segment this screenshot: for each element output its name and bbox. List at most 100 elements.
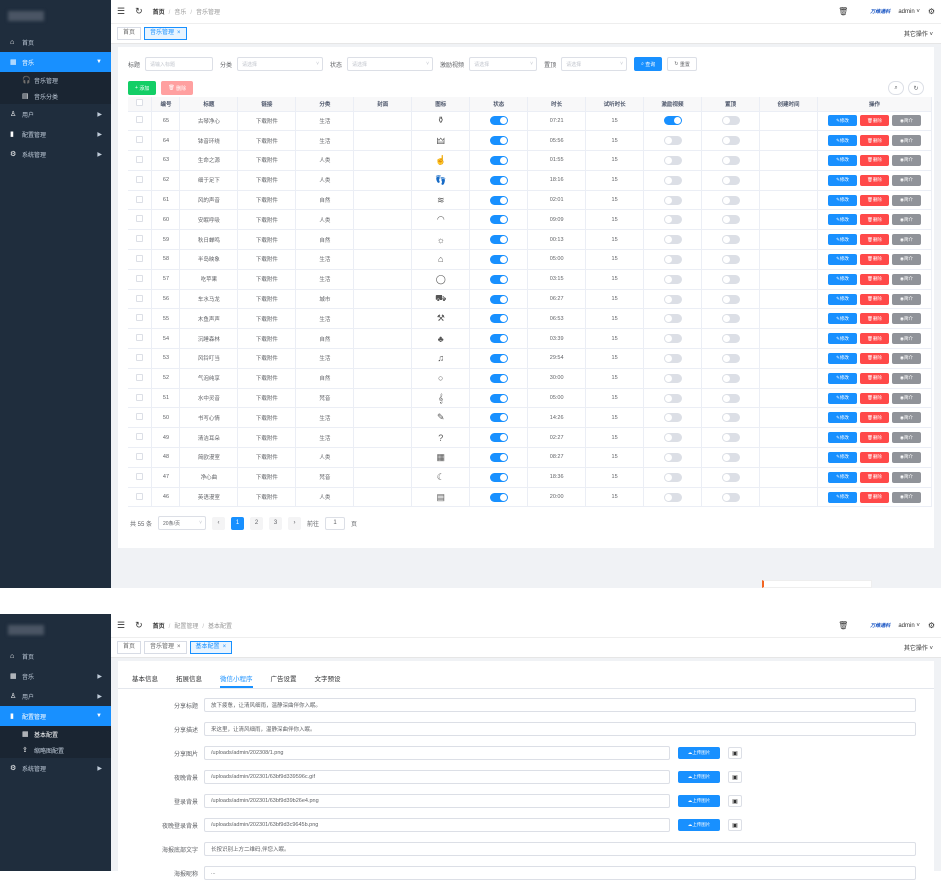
row-checkbox[interactable]	[136, 433, 144, 441]
cell-link[interactable]: 下载附件	[237, 328, 297, 350]
checkbox[interactable]	[136, 99, 144, 107]
status-toggle[interactable]	[489, 393, 508, 403]
status-toggle[interactable]	[489, 215, 508, 225]
config-tab[interactable]: 广告设置	[270, 676, 297, 683]
row-checkbox[interactable]	[136, 334, 144, 342]
cell-link[interactable]: 下载附件	[237, 407, 297, 429]
cell-link[interactable]: 下载附件	[237, 388, 297, 409]
edit-button[interactable]: ✎ 修改	[827, 135, 857, 147]
cell-link[interactable]: 下载附件	[237, 209, 297, 231]
status-toggle[interactable]	[489, 195, 508, 205]
top-toggle[interactable]	[721, 393, 740, 403]
row-checkbox[interactable]	[136, 254, 144, 262]
intro-button[interactable]: ◉ 简介	[891, 313, 921, 325]
form-input[interactable]: /uploads/admin/202301/63bf9d3c9645b.png	[204, 818, 670, 832]
row-checkbox[interactable]	[136, 353, 144, 361]
reward-toggle[interactable]	[663, 452, 682, 462]
intro-button[interactable]: ◉ 简介	[891, 234, 921, 246]
reward-toggle[interactable]	[663, 155, 682, 165]
intro-button[interactable]: ◉ 简介	[891, 135, 921, 147]
row-checkbox[interactable]	[136, 215, 144, 223]
config-tab[interactable]: 微信小程序	[220, 673, 253, 688]
form-input[interactable]: 长按识别上方二维码,伴您入眠。	[204, 842, 916, 856]
edit-button[interactable]: ✎ 修改	[827, 352, 857, 364]
reward-toggle[interactable]	[663, 195, 682, 205]
image-preview-icon[interactable]: ▣	[728, 795, 742, 807]
delete-button[interactable]: 🗑 删除	[859, 194, 889, 206]
sidebar-item-grid[interactable]: ▦ 音乐 ▶	[0, 666, 111, 686]
intro-button[interactable]: ◉ 简介	[891, 491, 921, 503]
row-checkbox[interactable]	[136, 235, 144, 243]
cell-link[interactable]: 下载附件	[237, 130, 297, 152]
status-toggle[interactable]	[489, 433, 508, 443]
reward-toggle[interactable]	[663, 294, 682, 304]
cell-link[interactable]: 下载附件	[237, 190, 297, 211]
status-toggle[interactable]	[489, 155, 508, 165]
row-checkbox[interactable]	[136, 136, 144, 144]
edit-button[interactable]: ✎ 修改	[827, 392, 857, 404]
intro-button[interactable]: ◉ 简介	[891, 273, 921, 285]
top-toggle[interactable]	[721, 334, 740, 344]
sidebar-item-chart[interactable]: ▮ 配置管理 ▼	[0, 706, 111, 726]
reward-toggle[interactable]	[663, 235, 682, 245]
delete-button[interactable]: 🗑 删除	[859, 432, 889, 444]
form-input[interactable]: /uploads/admin/202308/1.png	[204, 746, 670, 760]
delete-button[interactable]: 🗑 删除	[859, 214, 889, 226]
status-select[interactable]: 请选择 ˅	[347, 57, 434, 71]
row-checkbox[interactable]	[136, 452, 144, 460]
intro-button[interactable]: ◉ 简介	[891, 115, 921, 127]
sidebar-item-gear[interactable]: ⚙ 系统管理 ▶	[0, 758, 111, 778]
edit-button[interactable]: ✎ 修改	[827, 194, 857, 206]
row-checkbox[interactable]	[136, 155, 144, 163]
edit-button[interactable]: ✎ 修改	[827, 174, 857, 186]
form-input[interactable]: 放下疲惫，让清风细雨，温静深曲伴你入眠。	[204, 698, 916, 712]
reward-toggle[interactable]	[663, 136, 682, 146]
intro-button[interactable]: ◉ 简介	[891, 174, 921, 186]
title-input[interactable]: 请输入标题	[145, 57, 214, 71]
intro-button[interactable]: ◉ 简介	[891, 432, 921, 444]
edit-button[interactable]: ✎ 修改	[827, 372, 857, 384]
edit-button[interactable]: ✎ 修改	[827, 115, 857, 127]
edit-button[interactable]: ✎ 修改	[827, 273, 857, 285]
top-toggle[interactable]	[721, 155, 740, 165]
image-preview-icon[interactable]: ▣	[728, 819, 742, 831]
delete-button[interactable]: 🗑 删除	[859, 135, 889, 147]
refresh-icon[interactable]: ↻	[135, 6, 143, 16]
top-toggle[interactable]	[721, 254, 740, 264]
page-size-select[interactable]: 20条/页 ˅	[158, 516, 207, 530]
top-toggle[interactable]	[721, 433, 740, 443]
row-checkbox[interactable]	[136, 195, 144, 203]
edit-button[interactable]: ✎ 修改	[827, 471, 857, 483]
status-toggle[interactable]	[489, 235, 508, 245]
delete-button[interactable]: 🗑 删除	[859, 234, 889, 246]
search-button[interactable]: ⌕ 查询	[634, 57, 663, 71]
top-toggle[interactable]	[721, 353, 740, 363]
reward-toggle[interactable]	[663, 433, 682, 443]
delete-button[interactable]: 🗑 删除	[859, 313, 889, 325]
form-input[interactable]: /uploads/admin/202301/63bf9d339596c.gif	[204, 770, 670, 784]
settings-icon[interactable]: ⚙	[927, 7, 935, 16]
sidebar-subitem[interactable]: ⇪ 缩略图配置	[0, 742, 111, 758]
intro-button[interactable]: ◉ 简介	[891, 372, 921, 384]
select-all-checkbox[interactable]	[128, 97, 153, 112]
status-toggle[interactable]	[489, 175, 508, 185]
cell-link[interactable]: 下载附件	[237, 427, 297, 449]
cell-link[interactable]: 下载附件	[237, 308, 297, 330]
row-checkbox[interactable]	[136, 314, 144, 322]
edit-button[interactable]: ✎ 修改	[827, 154, 857, 166]
status-toggle[interactable]	[489, 413, 508, 423]
top-toggle[interactable]	[721, 472, 740, 482]
row-checkbox[interactable]	[136, 116, 144, 124]
reward-toggle[interactable]	[663, 472, 682, 482]
sidebar-item-gear[interactable]: ⚙ 系统管理 ▶	[0, 144, 111, 164]
edit-button[interactable]: ✎ 修改	[827, 253, 857, 265]
cell-link[interactable]: 下载附件	[237, 249, 297, 270]
config-tab[interactable]: 文字预设	[314, 676, 341, 683]
cell-link[interactable]: 下载附件	[237, 170, 297, 191]
reward-toggle[interactable]	[663, 492, 682, 502]
intro-button[interactable]: ◉ 简介	[891, 253, 921, 265]
tag-basic-config[interactable]: 基本配置 ×	[189, 641, 233, 654]
cell-link[interactable]: 下载附件	[237, 111, 297, 132]
top-toggle[interactable]	[721, 175, 740, 185]
status-toggle[interactable]	[489, 116, 508, 126]
